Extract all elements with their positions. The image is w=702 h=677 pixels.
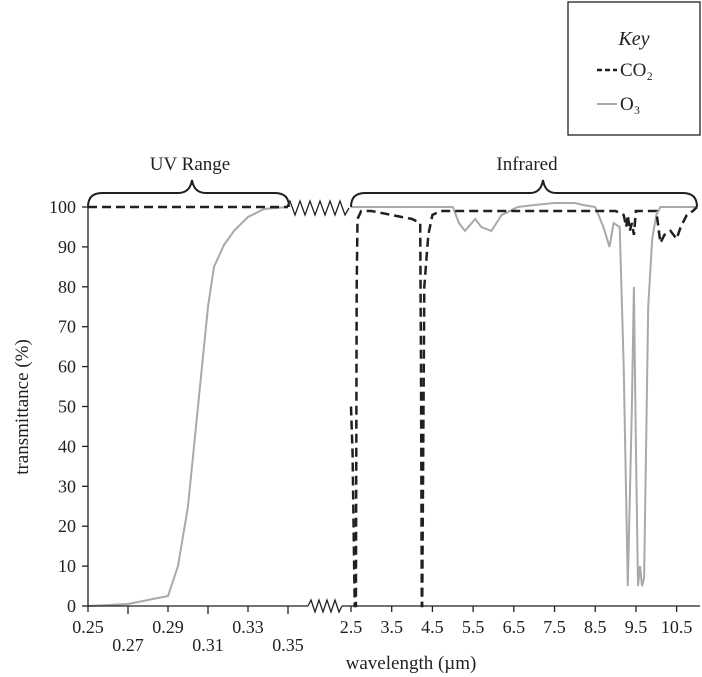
y-tick-label: 100 — [49, 197, 76, 217]
x-axis-break — [285, 199, 350, 615]
upper-axis-break-zigzag — [285, 199, 350, 217]
uv-tick-label: 0.27 — [112, 635, 144, 655]
uv-range-label: UV Range — [150, 154, 230, 175]
legend-o3-label: O₃ — [620, 94, 640, 115]
axes — [87, 207, 700, 607]
y-tick-label: 20 — [58, 516, 76, 536]
y-tick-label: 70 — [58, 317, 76, 337]
uv-tick-label: 0.35 — [272, 635, 304, 655]
y-axis-title: transmittance (%) — [12, 339, 33, 475]
legend-title: Key — [617, 28, 649, 50]
uv-x-axis-ticks: 0.25 0.29 0.33 0.27 0.31 0.35 — [72, 606, 304, 655]
uv-range-brace: UV Range — [87, 154, 290, 208]
ir-tick-label: 6.5 — [503, 617, 526, 637]
y-tick-label: 50 — [58, 397, 76, 417]
legend-box — [567, 1, 701, 136]
y-tick-label: 30 — [58, 476, 76, 496]
ir-tick-label: 4.5 — [421, 617, 444, 637]
y-tick-label: 0 — [67, 596, 76, 616]
chart-lines — [87, 202, 698, 608]
ir-tick-label: 3.5 — [380, 617, 403, 637]
ir-tick-label: 7.5 — [543, 617, 566, 637]
o3-uv-line — [87, 206, 289, 607]
y-tick-label: 40 — [58, 436, 76, 456]
ir-tick-label: 2.5 — [340, 617, 363, 637]
ir-x-axis-ticks: 2.5 3.5 4.5 5.5 6.5 7.5 8.5 9.5 10.5 — [340, 606, 693, 637]
y-axis-ticks: 0 10 20 30 40 50 60 70 80 90 100 — [49, 197, 88, 616]
co2-ir-line — [349, 206, 698, 608]
infrared-brace: Infrared — [350, 154, 698, 208]
x-axis-title: wavelength (µm) — [346, 653, 477, 674]
infrared-brace-shape — [350, 179, 698, 208]
uv-tick-label: 0.29 — [152, 617, 184, 637]
ir-tick-label: 8.5 — [584, 617, 607, 637]
y-tick-label: 80 — [58, 277, 76, 297]
y-tick-label: 60 — [58, 357, 76, 377]
uv-tick-label: 0.33 — [232, 617, 264, 637]
y-tick-label: 10 — [58, 556, 76, 576]
ir-tick-label: 10.5 — [661, 617, 693, 637]
y-tick-label: 90 — [58, 237, 76, 257]
ir-tick-label: 9.5 — [625, 617, 648, 637]
infrared-label: Infrared — [496, 154, 558, 175]
lower-axis-break-zigzag — [307, 597, 343, 615]
uv-brace-shape — [87, 179, 290, 208]
ir-tick-label: 5.5 — [462, 617, 485, 637]
o3-ir-line — [351, 202, 697, 587]
uv-tick-label: 0.25 — [72, 617, 104, 637]
legend-co2-label: CO₂ — [620, 60, 653, 81]
legend: Key CO₂ O₃ — [567, 1, 701, 136]
uv-tick-label: 0.31 — [192, 635, 224, 655]
